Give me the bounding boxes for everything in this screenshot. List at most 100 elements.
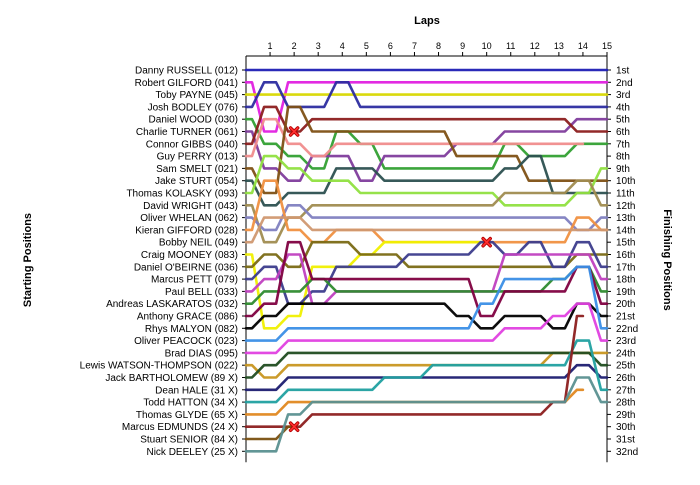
lap-tick-label: 6 [388, 41, 393, 51]
finishing-position-label: 16th [616, 250, 635, 261]
driver-position-line [244, 240, 609, 318]
finishing-position-label: 22nd [616, 324, 638, 335]
finishing-position-label: 24th [616, 348, 635, 359]
finishing-position-label: 17th [616, 262, 635, 273]
driver-position-line [244, 117, 585, 158]
driver-position-line [244, 314, 585, 428]
finishing-position-label: 28th [616, 398, 635, 409]
markers-layer [288, 126, 492, 433]
lap-tick-label: 8 [436, 41, 441, 51]
starting-position-label: Kieran GIFFORD (028) [135, 225, 238, 236]
lap-tick-label: 15 [602, 41, 612, 51]
lap-tick-label: 1 [268, 41, 273, 51]
driver-position-line [244, 81, 609, 109]
finishing-position-label: 5th [616, 115, 630, 126]
driver-position-line [244, 376, 609, 453]
starting-position-label: Anthony GRACE (086) [137, 312, 238, 323]
starting-position-label: Stuart SENIOR (84 X) [140, 435, 238, 446]
starting-position-label: Bobby NEIL (049) [159, 238, 238, 249]
finishing-position-label: 23rd [616, 336, 636, 347]
finishing-position-label: 12th [616, 201, 635, 212]
lap-tick-label: 5 [364, 41, 369, 51]
driver-position-line [244, 179, 609, 244]
lap-tick-label: 11 [506, 41, 515, 51]
starting-position-label: Andreas LASKARATOS (032) [106, 299, 238, 310]
lap-tick-label: 4 [340, 41, 345, 51]
starting-position-label: Toby PAYNE (045) [156, 90, 238, 101]
finishing-position-label: 1st [616, 66, 630, 77]
lap-tick-label: 13 [554, 41, 564, 51]
starting-position-label: Rhys MALYON (082) [145, 324, 238, 335]
starting-position-label: Thomas GLYDE (65 X) [136, 410, 238, 421]
driver-position-line [244, 179, 609, 244]
starting-position-label: David WRIGHT (043) [143, 201, 238, 212]
driver-position-line [244, 240, 609, 305]
finishing-position-label: 25th [616, 361, 635, 372]
driver-position-line [244, 240, 609, 269]
starting-position-label: Connor GIBBS (040) [146, 139, 238, 150]
finishing-position-label: 6th [616, 127, 630, 138]
driver-position-line [244, 105, 609, 146]
retirement-cross-highlight [289, 127, 299, 136]
lap-tick-label: 12 [530, 41, 540, 51]
starting-position-label: Daniel O'BEIRNE (036) [134, 262, 238, 273]
starting-position-label: Daniel WOOD (030) [149, 115, 238, 126]
driver-position-line [244, 154, 609, 207]
starting-position-label: Sam SMELT (021) [156, 164, 238, 175]
retirement-marker [288, 421, 300, 433]
driver-position-line [244, 81, 609, 133]
retirement-cross-highlight [482, 237, 492, 247]
starting-position-label: Oliver WHELAN (062) [140, 213, 238, 224]
driver-position-line [244, 265, 609, 342]
finishing-position-label: 29th [616, 410, 635, 421]
lap-tick-label: 2 [292, 41, 297, 51]
driver-position-line [244, 302, 609, 330]
driver-position-line [244, 265, 609, 305]
finishing-position-label: 21st [616, 312, 635, 323]
retirement-cross-highlight [289, 422, 299, 432]
finishing-position-label: 3rd [616, 90, 630, 101]
finishing-position-label: 30th [616, 422, 635, 433]
y-axis-left-title: Starting Positions [22, 213, 34, 307]
finishing-position-label: 15th [616, 238, 635, 249]
finishing-position-label: 7th [616, 139, 630, 150]
driver-position-line [244, 216, 609, 244]
starting-position-label: Nick DEELEY (25 X) [146, 447, 238, 458]
finishing-position-label: 19th [616, 287, 635, 298]
starting-position-label: Danny RUSSELL (012) [135, 66, 238, 77]
finishing-position-label: 20th [616, 299, 635, 310]
starting-position-label: Jake STURT (054) [155, 176, 238, 187]
finishing-position-label: 8th [616, 152, 630, 163]
lap-tick-label: 14 [578, 41, 588, 51]
driver-position-line [244, 425, 296, 441]
lap-tick-label: 7 [412, 41, 417, 51]
finishing-position-label: 11th [616, 189, 635, 200]
x-axis-title: Laps [414, 15, 440, 27]
lap-tick-label: 3 [316, 41, 321, 51]
finishing-position-label: 27th [616, 385, 635, 396]
finishing-position-label: 18th [616, 275, 635, 286]
starting-position-label: Paul BELL (033) [165, 287, 238, 298]
driver-position-line [244, 117, 609, 182]
finishing-position-label: 26th [616, 373, 635, 384]
finishing-position-label: 32nd [616, 447, 638, 458]
y-axis-right-title: Finishing Positions [661, 209, 673, 310]
starting-position-label: Thomas KOLASKY (093) [126, 189, 238, 200]
retirement-marker [288, 126, 300, 137]
starting-position-label: Todd HATTON (34 X) [143, 398, 238, 409]
finishing-position-label: 13th [616, 213, 635, 224]
driver-position-line [244, 302, 609, 355]
retirement-marker [481, 236, 492, 248]
starting-position-label: Marcus EDMUNDS (24 X) [122, 422, 238, 433]
starting-position-label: Brad DIAS (095) [165, 348, 238, 359]
starting-position-label: Marcus PETT (079) [151, 275, 238, 286]
finishing-position-label: 31st [616, 435, 635, 446]
starting-position-label: Craig MOONEY (083) [141, 250, 238, 261]
starting-position-label: Guy PERRY (013) [157, 152, 238, 163]
driver-position-line [244, 154, 609, 207]
starting-position-label: Josh BODLEY (076) [148, 102, 238, 113]
finishing-position-label: 9th [616, 164, 630, 175]
